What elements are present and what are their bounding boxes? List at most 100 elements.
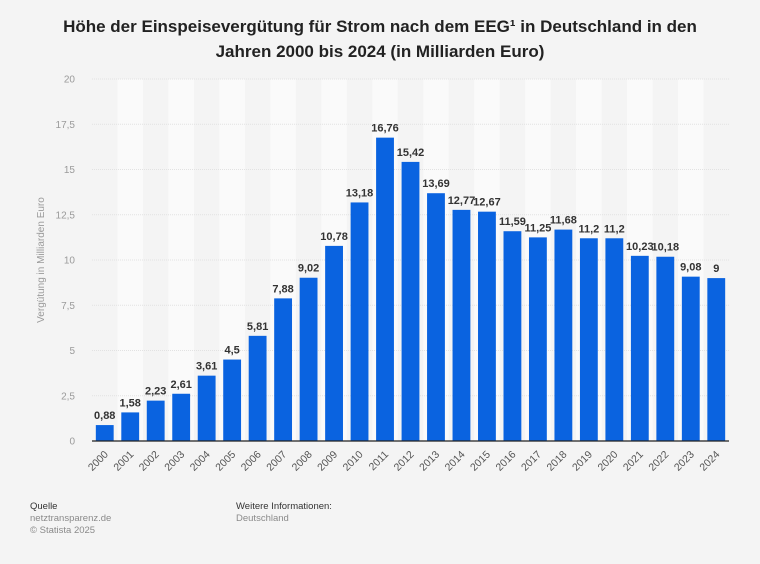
data-label: 11,25: [524, 222, 551, 234]
x-tick-label: 2007: [264, 449, 289, 474]
y-axis-label: Vergütung in Milliarden Euro: [36, 197, 47, 323]
x-tick-label: 2023: [672, 449, 697, 474]
y-tick-label: 0: [69, 437, 75, 448]
data-label: 4,5: [224, 345, 239, 357]
data-label: 5,81: [247, 321, 268, 333]
data-label: 9,02: [298, 263, 319, 275]
bar-2024[interactable]: [707, 278, 726, 441]
data-label: 10,18: [652, 242, 680, 254]
x-tick-label: 2012: [392, 449, 417, 474]
data-label: 2,23: [145, 386, 166, 398]
x-tick-label: 2011: [367, 449, 392, 474]
data-label: 13,69: [422, 178, 450, 190]
y-tick-label: 20: [64, 75, 76, 86]
data-label: 11,2: [604, 223, 625, 235]
bar-2019[interactable]: [579, 238, 598, 441]
x-tick-label: 2006: [239, 449, 264, 474]
bar-2004[interactable]: [197, 375, 216, 441]
x-tick-label: 2017: [519, 449, 544, 474]
y-axis-ticks: 0 2,5 5 7,5 10 12,5 15 17,5 20: [56, 75, 76, 448]
source-block: Quelle netztransparenz.de © Statista 202…: [30, 501, 111, 537]
bar-2023[interactable]: [681, 276, 700, 441]
bar-2014[interactable]: [452, 209, 471, 441]
x-tick-label: 2004: [188, 449, 213, 474]
bar-2016[interactable]: [503, 231, 522, 441]
data-labels: 0,88 1,58 2,23 2,61 3,61 4,5 5,81 7,88 9,02 10,78…: [94, 123, 719, 422]
info-heading: Weitere Informationen:: [236, 501, 332, 512]
data-label: 12,77: [448, 195, 476, 207]
x-tick-label: 2001: [111, 449, 136, 474]
y-tick-label: 7,5: [61, 301, 75, 312]
bar-2007[interactable]: [274, 298, 293, 441]
bar-2020[interactable]: [605, 238, 624, 441]
x-tick-label: 2020: [595, 449, 620, 474]
data-label: 1,58: [120, 397, 141, 409]
bars: [95, 137, 726, 442]
bar-2021[interactable]: [630, 255, 649, 441]
bar-2002[interactable]: [146, 400, 165, 441]
data-label: 12,67: [473, 197, 501, 209]
x-axis-ticks: 2000 2001 2002 2003 2004 2005 2006 2007 2008 2009…: [86, 449, 723, 474]
x-tick-label: 2019: [570, 449, 595, 474]
bar-2011[interactable]: [376, 137, 394, 442]
data-label: 15,42: [397, 147, 425, 159]
data-label: 0,88: [94, 410, 115, 422]
x-tick-label: 2013: [417, 449, 442, 474]
bar-2006[interactable]: [248, 335, 267, 441]
data-label: 10,23: [626, 241, 654, 253]
data-label: 11,68: [550, 215, 577, 227]
bar-2005[interactable]: [223, 359, 242, 441]
source-link[interactable]: netztransparenz.de: [30, 513, 112, 524]
bar-2010[interactable]: [350, 202, 369, 441]
data-label: 16,76: [371, 123, 399, 135]
info-block: Weitere Informationen: Deutschland: [236, 501, 332, 525]
x-tick-label: 2008: [290, 449, 315, 474]
y-tick-label: 17,5: [56, 120, 76, 131]
y-tick-label: 12,5: [56, 210, 76, 221]
bar-2012[interactable]: [401, 161, 420, 441]
copyright: © Statista 2025: [30, 525, 96, 536]
bar-2013[interactable]: [427, 193, 445, 441]
data-label: 3,61: [196, 361, 217, 373]
bar-2018[interactable]: [554, 229, 573, 441]
x-tick-label: 2024: [697, 449, 722, 474]
data-label: 2,61: [170, 379, 191, 391]
y-tick-label: 10: [64, 256, 76, 267]
data-label: 13,18: [346, 187, 374, 199]
x-tick-label: 2018: [544, 449, 569, 474]
y-tick-label: 2,5: [61, 391, 75, 402]
chart-title-line-1: Höhe der Einspeisevergütung für Strom na…: [63, 17, 697, 36]
data-label: 9,08: [680, 262, 701, 274]
data-label: 11,59: [499, 216, 526, 228]
data-label: 11,2: [578, 223, 599, 235]
bar-2008[interactable]: [299, 277, 318, 441]
x-tick-label: 2000: [86, 449, 111, 474]
x-tick-label: 2021: [621, 449, 646, 474]
bar-2017[interactable]: [528, 237, 547, 441]
bar-2015[interactable]: [478, 211, 496, 441]
y-tick-label: 15: [64, 165, 76, 176]
x-tick-label: 2003: [162, 449, 187, 474]
chart-title: Höhe der Einspeisevergütung für Strom na…: [40, 14, 720, 64]
info-region: Deutschland: [236, 513, 289, 524]
bar-2001[interactable]: [121, 412, 140, 441]
x-tick-label: 2014: [443, 449, 468, 474]
source-heading: Quelle: [30, 501, 58, 512]
x-tick-label: 2010: [341, 449, 366, 474]
x-tick-label: 2016: [494, 449, 519, 474]
x-tick-label: 2015: [468, 449, 493, 474]
x-tick-label: 2002: [137, 449, 162, 474]
x-tick-label: 2009: [315, 449, 340, 474]
x-tick-label: 2022: [646, 449, 671, 474]
data-label: 9: [713, 263, 719, 275]
bar-2000[interactable]: [95, 425, 114, 441]
data-label: 10,78: [320, 231, 348, 243]
data-label: 7,88: [272, 283, 293, 295]
y-tick-label: 5: [69, 346, 75, 357]
bar-2003[interactable]: [172, 393, 191, 441]
bar-2009[interactable]: [325, 245, 343, 441]
chart-title-line-2: Jahren 2000 bis 2024 (in Milliarden Euro…: [215, 42, 545, 61]
bar-2022[interactable]: [656, 256, 675, 441]
x-tick-label: 2005: [213, 449, 238, 474]
